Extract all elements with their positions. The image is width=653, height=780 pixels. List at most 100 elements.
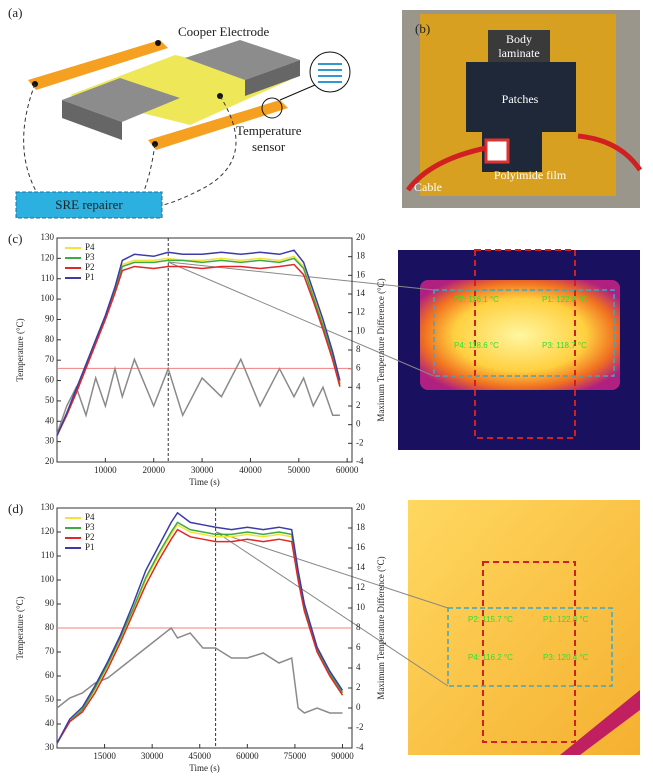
y2-tick-label: 8 (356, 622, 361, 632)
y2-tick-label: 4 (356, 662, 361, 672)
x-tick-label: 75000 (284, 751, 307, 761)
y-tick-label: 30 (45, 436, 55, 446)
y-tick-label: 70 (45, 646, 55, 656)
y-tick-label: 20 (45, 456, 55, 466)
y2-tick-label: 0 (356, 702, 361, 712)
y-tick-label: 90 (45, 314, 55, 324)
y-tick-label: 40 (45, 415, 55, 425)
point-label: P1: 122.8 °C (542, 295, 588, 304)
y-tick-label: 100 (41, 574, 55, 584)
y2-tick-label: 2 (356, 400, 361, 410)
series-line (56, 511, 344, 744)
y2-tick-label: 20 (356, 502, 366, 512)
series-line (56, 523, 344, 744)
y2-tick-label: 18 (356, 251, 366, 261)
x-tick-label: 30000 (191, 465, 214, 475)
y2-tick-label: 4 (356, 381, 361, 391)
label: laminate (498, 46, 539, 60)
thermal-c (167, 249, 640, 450)
y-tick-label: 60 (45, 670, 55, 680)
point-label: P1: 122.8 °C (543, 615, 589, 624)
y2-tick-label: 6 (356, 642, 361, 652)
x-axis-label: Time (s) (189, 477, 219, 487)
y-tick-label: 130 (41, 502, 55, 512)
y-tick-label: 80 (45, 334, 55, 344)
y-tick-label: 60 (45, 375, 55, 385)
label: Cable (414, 180, 442, 194)
point-label: P2: 115.7 °C (468, 615, 513, 624)
x-tick-label: 60000 (336, 465, 359, 475)
y-tick-label: 120 (41, 526, 55, 536)
y-tick-label: 40 (45, 718, 55, 728)
legend-label: P1 (85, 542, 95, 552)
y-tick-label: 130 (41, 232, 55, 242)
legend-label: P2 (85, 262, 95, 272)
y2-tick-label: 14 (356, 562, 366, 572)
panel-label: (d) (8, 501, 23, 516)
y-axis-label: Temperature (°C) (15, 596, 25, 659)
series-line (56, 249, 341, 436)
y2-tick-label: 6 (356, 363, 361, 373)
y2-tick-label: 16 (356, 269, 366, 279)
y2-tick-label: 2 (356, 682, 361, 692)
x-tick-label: 40000 (239, 465, 262, 475)
panel-label: (c) (8, 231, 22, 246)
legend-label: P4 (85, 512, 95, 522)
label: Patches (502, 92, 539, 106)
point-label: P4: 116.2 °C (468, 653, 513, 662)
series-line (56, 263, 341, 436)
y2-tick-label: 10 (356, 602, 366, 612)
y2-tick-label: 18 (356, 522, 366, 532)
y2-tick-label: 8 (356, 344, 361, 354)
point-label: P2: 116.1 °C (454, 295, 499, 304)
series-line (56, 528, 344, 744)
y-tick-label: 110 (41, 550, 55, 560)
series-line (56, 255, 341, 436)
panel-label: (b) (415, 21, 430, 36)
label: Temperature (236, 123, 302, 138)
y2-tick-label: 10 (356, 325, 366, 335)
diagram-a (15, 40, 351, 219)
legend-label: P2 (85, 532, 95, 542)
y2-tick-label: -2 (356, 437, 364, 447)
thermal-d (215, 500, 640, 755)
y2-tick-label: 14 (356, 288, 366, 298)
y-tick-label: 50 (45, 694, 55, 704)
legend-label: P1 (85, 272, 95, 282)
series-line (56, 626, 343, 714)
label: Polyimide film (494, 168, 567, 182)
panel-label: (a) (8, 5, 22, 20)
legend-label: P4 (85, 242, 95, 252)
photo-b (402, 10, 643, 208)
y2-tick-label: 0 (356, 419, 361, 429)
legend-label: P3 (85, 252, 95, 262)
y2-axis-label: Maximum Temperature Difference (°C) (376, 556, 386, 699)
y-tick-label: 100 (41, 293, 55, 303)
y2-tick-label: 12 (356, 582, 365, 592)
y-tick-label: 70 (45, 354, 55, 364)
point-label: P3: 118.7 °C (542, 341, 587, 350)
series-line (56, 521, 344, 744)
series-line (56, 257, 341, 436)
label: Body (506, 32, 532, 46)
x-tick-label: 90000 (331, 751, 354, 761)
point-label: P4: 118.6 °C (454, 341, 499, 350)
x-tick-label: 10000 (94, 465, 117, 475)
x-tick-label: 45000 (188, 751, 211, 761)
y-tick-label: 50 (45, 395, 55, 405)
point-label: P3: 120.4 °C (543, 653, 589, 662)
plot-frame (56, 237, 353, 463)
series-line (56, 357, 340, 435)
y2-tick-label: 12 (356, 307, 365, 317)
y-tick-label: 90 (45, 598, 55, 608)
x-tick-label: 20000 (142, 465, 165, 475)
x-tick-label: 30000 (141, 751, 164, 761)
label: SRE repairer (55, 197, 123, 212)
y-tick-label: 120 (41, 252, 55, 262)
y2-axis-label: Maximum Temperature Difference (°C) (376, 278, 386, 421)
y-axis-label: Temperature (°C) (15, 318, 25, 381)
x-tick-label: 50000 (288, 465, 311, 475)
label: sensor (252, 139, 286, 154)
y2-tick-label: -4 (356, 742, 364, 752)
